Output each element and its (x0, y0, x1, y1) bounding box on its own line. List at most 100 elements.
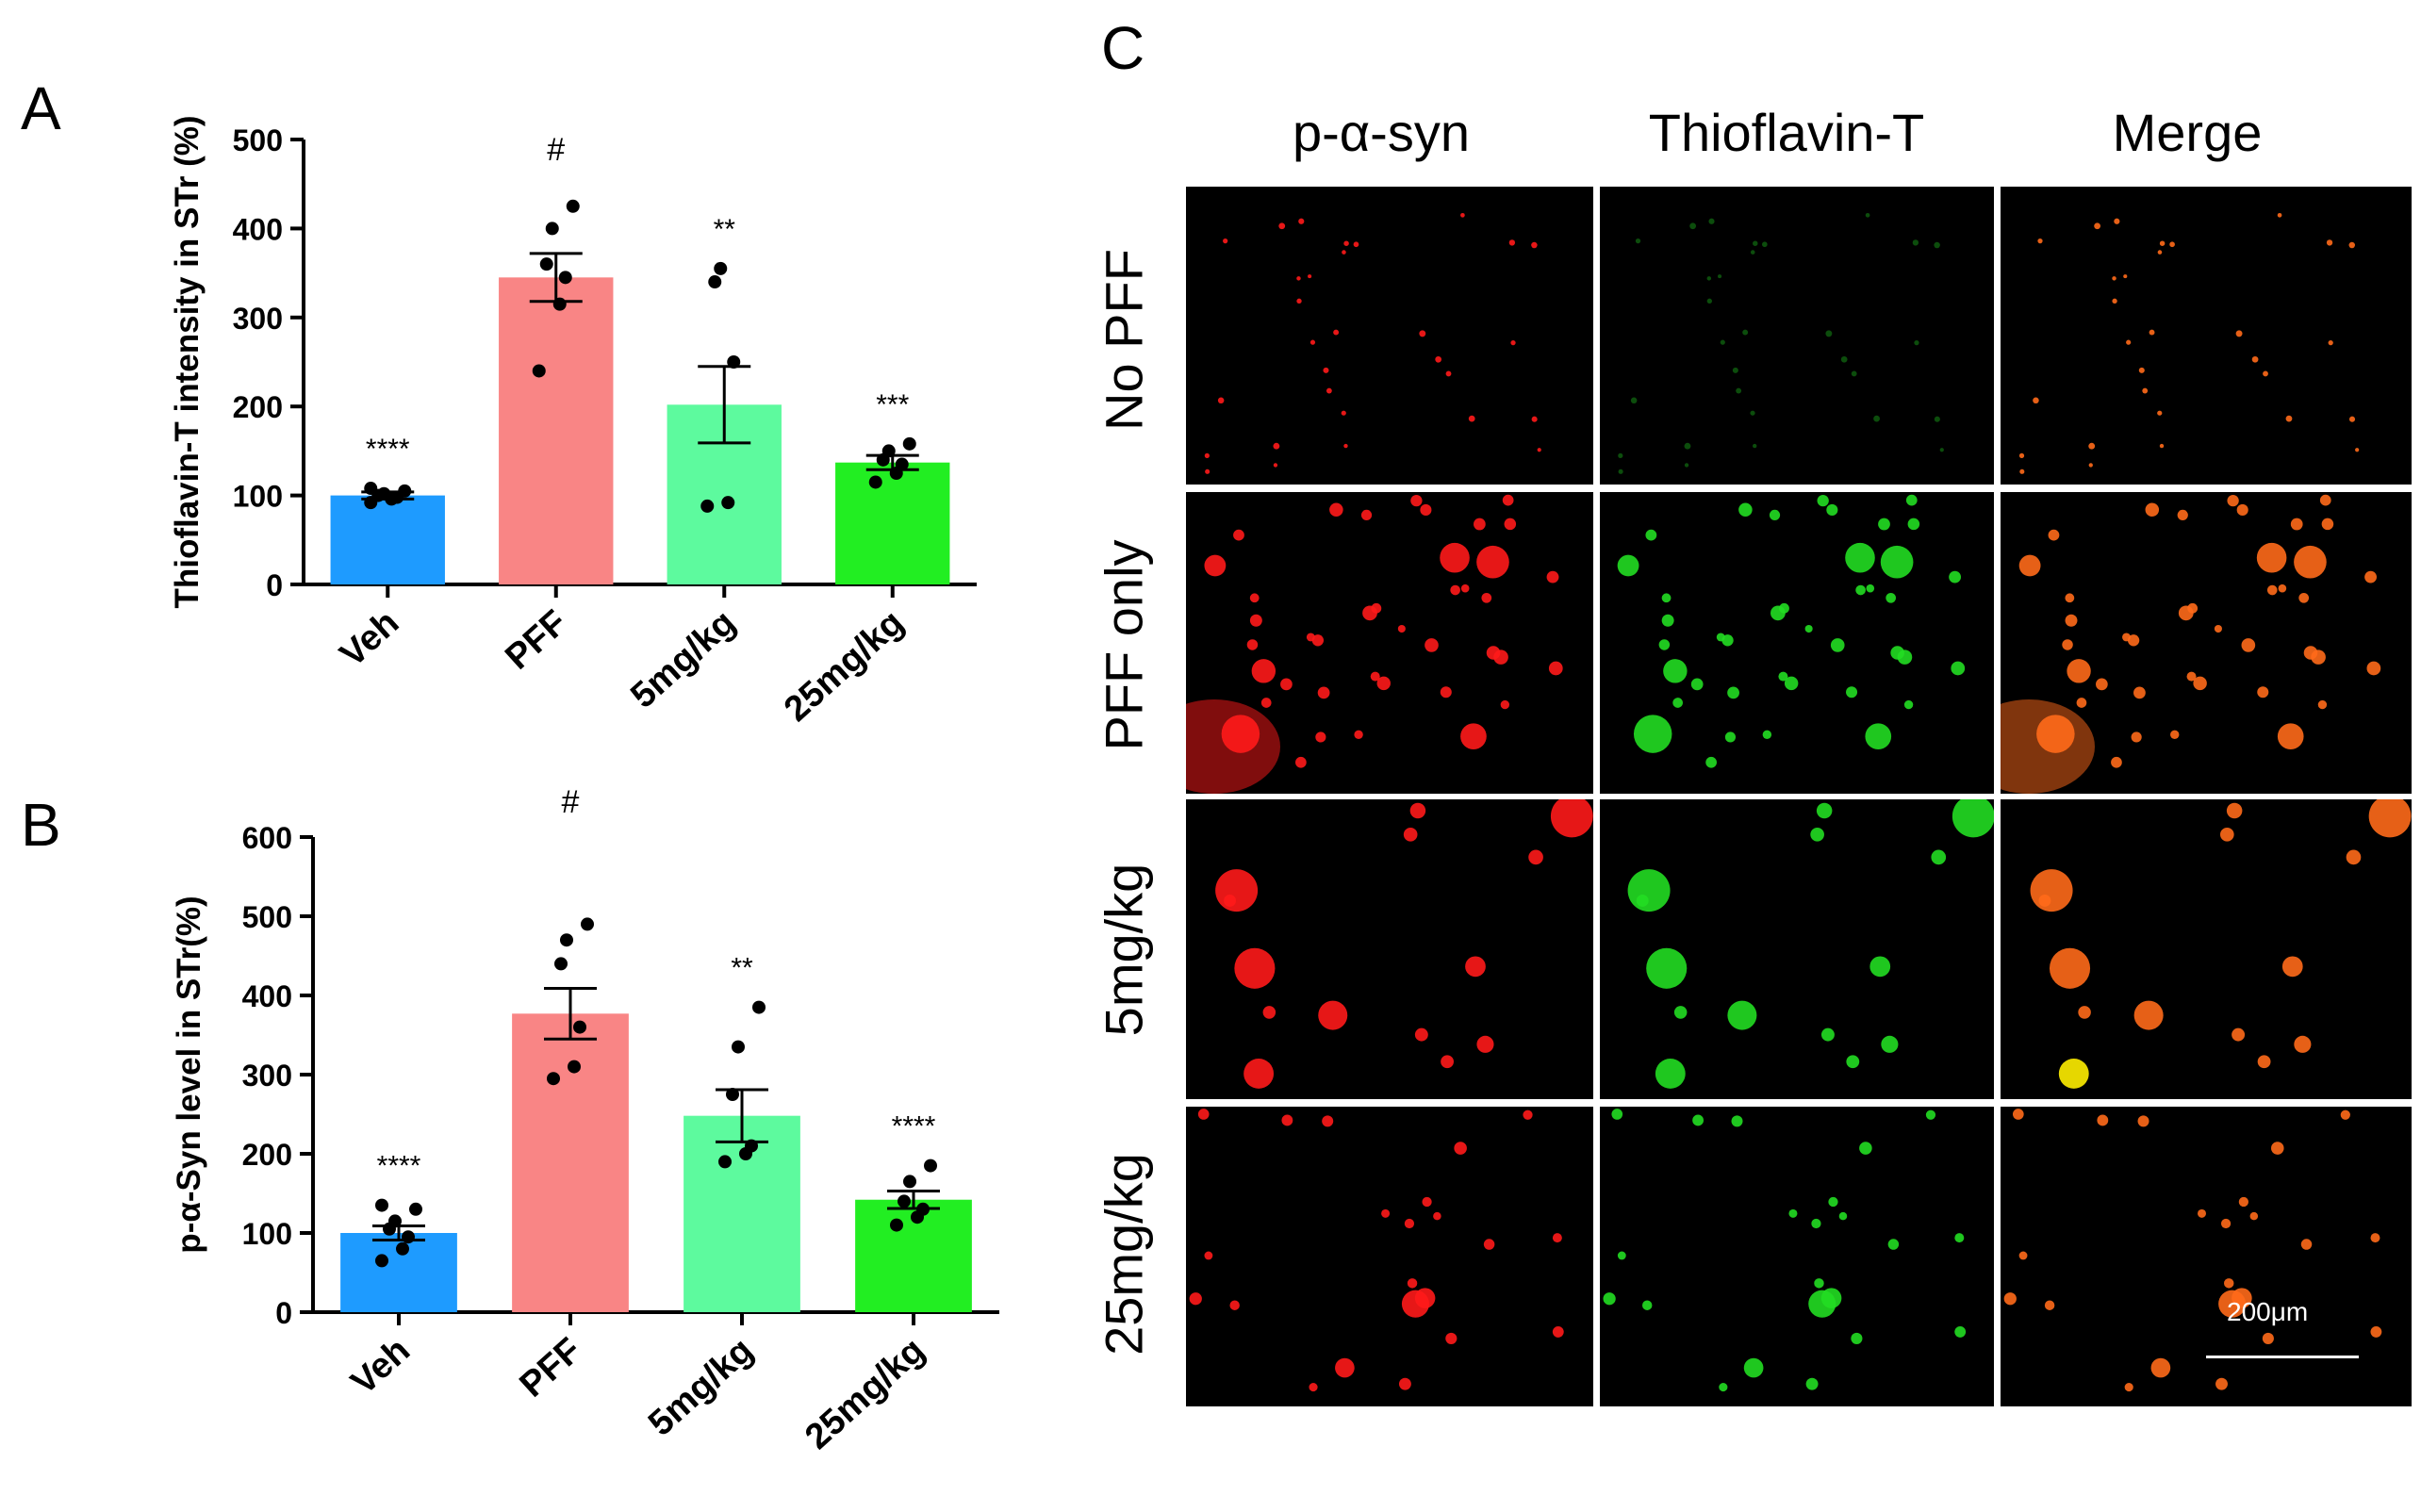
chartb-data-point (568, 1060, 581, 1074)
fluorescent-spot (2256, 542, 2287, 573)
fluorescent-spot (1846, 686, 1858, 698)
fluorescent-spot (1732, 367, 1738, 373)
chartb-data-point (745, 1139, 758, 1153)
fluorescent-spot (1912, 239, 1919, 246)
fluorescent-spot (1309, 339, 1316, 345)
fluorescent-spot (2149, 329, 2155, 336)
fluorescent-spot (1296, 276, 1301, 281)
column-header-p-alpha-syn: p-α-syn (1293, 103, 1470, 162)
chartb-y-tick-label: 500 (242, 900, 292, 934)
fluorescent-spot (1425, 638, 1439, 652)
fluorescent-spot (1404, 1218, 1415, 1229)
chartb-category-label: 25mg/kg (798, 1330, 932, 1456)
fluorescent-spot (1422, 1196, 1432, 1208)
charta-y-tick-label: 200 (233, 390, 283, 424)
chartb-data-point (375, 1254, 388, 1268)
chartb-data-point (898, 1194, 911, 1208)
fluorescent-spot (1954, 1326, 1967, 1338)
fluorescent-spot (1641, 1300, 1653, 1310)
fluorescent-spot (1419, 330, 1426, 337)
fluorescent-spot (1873, 415, 1880, 422)
fluorescent-spot (2065, 614, 2078, 627)
fluorescent-spot (1414, 1027, 1428, 1042)
fluorescent-spot (2238, 1196, 2249, 1208)
fluorescent-spot (1333, 329, 1340, 336)
fluorescent-spot (2281, 956, 2303, 978)
fluorescent-spot (1788, 1208, 1798, 1218)
fluorescent-spot (1720, 339, 1725, 345)
fluorescent-spot (1343, 240, 1349, 246)
chartb-data-point (732, 1040, 745, 1054)
fluorescent-spot (1493, 649, 1508, 665)
fluorescent-spot (1376, 676, 1391, 691)
fluorescent-spot (1546, 570, 1559, 583)
fluorescent-spot (1817, 495, 1829, 507)
fluorescent-spot (1646, 947, 1688, 989)
fluorescent-spot (1510, 340, 1516, 346)
fluorescent-spot (2065, 593, 2075, 603)
fluorescent-spot (1719, 1382, 1728, 1392)
fluorescent-spot (1820, 1027, 1835, 1042)
fluorescent-spot (2218, 1290, 2247, 1318)
micrograph-pff-only-thioflavin-t (1600, 492, 1994, 794)
fluorescent-spot (1435, 355, 1442, 363)
fluorescent-spot (2157, 410, 2163, 416)
fluorescent-spot (1736, 387, 1742, 394)
row-header-no-pff: No PFF (1094, 249, 1154, 431)
fluorescent-spot (1246, 639, 1259, 650)
fluorescent-spot (1672, 698, 1683, 708)
fluorescent-spot (1603, 1292, 1616, 1306)
fluorescent-spot (1249, 593, 1260, 603)
fluorescent-spot (1869, 956, 1891, 978)
fluorescent-spot (1204, 554, 1227, 577)
micrograph-no-pff-merge (2001, 187, 2412, 485)
chartb-y-tick-label: 200 (242, 1138, 292, 1172)
charta-significance-label: **** (366, 434, 410, 465)
fluorescent-spot (1814, 1278, 1824, 1289)
fluorescent-spot (1865, 212, 1870, 218)
fluorescent-spot (1260, 698, 1272, 708)
charta-data-point (377, 486, 391, 501)
fluorescent-spot (1354, 730, 1363, 740)
fluorescent-spot (1342, 250, 1346, 255)
fluorescent-spot (2030, 869, 2073, 912)
fluorescent-spot (1706, 298, 1712, 304)
fluorescent-spot (1441, 1055, 1454, 1069)
fluorescent-spot (2127, 634, 2140, 647)
fluorescent-spot (1229, 1300, 1240, 1310)
fluorescent-spot (2187, 602, 2199, 614)
aggregate-cluster (1186, 699, 1280, 794)
fluorescent-spot (2193, 676, 2207, 691)
row-header-5mg-kg: 5mg/kg (1094, 863, 1154, 1037)
fluorescent-spot (2317, 699, 2328, 710)
fluorescent-spot (1661, 614, 1674, 627)
charta-y-axis-label: Thioflavin-T intensity in STr (%) (169, 115, 206, 608)
fluorescent-spot (1445, 370, 1452, 377)
chartb-y-tick-label: 400 (242, 979, 292, 1013)
fluorescent-spot (1731, 1115, 1743, 1127)
fluorescent-spot (1846, 1055, 1860, 1069)
fluorescent-spot (1531, 416, 1538, 422)
charta-data-point (868, 475, 882, 489)
fluorescent-spot (1925, 1109, 1936, 1120)
fluorescent-spot (1204, 1251, 1213, 1260)
fluorescent-spot (1804, 624, 1813, 633)
fluorescent-spot (2290, 518, 2303, 531)
fluorescent-spot (2328, 340, 2333, 346)
fluorescent-spot (1753, 240, 1758, 246)
fluorescent-spot (2249, 1211, 2259, 1221)
fluorescent-spot (2067, 659, 2091, 683)
row-header-25mg-kg: 25mg/kg (1094, 1153, 1154, 1356)
fluorescent-spot (1886, 592, 1897, 603)
fluorescent-spot (1508, 239, 1516, 246)
fluorescent-spot (1278, 222, 1286, 230)
charta-data-point (558, 271, 572, 285)
fluorescent-spot (1205, 468, 1210, 474)
chart-b: 0 100 200 300 400 500 600 p-α-Syn level in STr(… (171, 784, 999, 1457)
fluorescent-spot (1317, 686, 1330, 699)
fluorescent-spot (2142, 387, 2149, 394)
fluorescent-spot (2214, 624, 2222, 633)
chartb-category-label: Veh (344, 1330, 418, 1402)
scale-bar-label: 200μm (2227, 1297, 2309, 1326)
chartb-significance-label: **** (377, 1151, 421, 1182)
